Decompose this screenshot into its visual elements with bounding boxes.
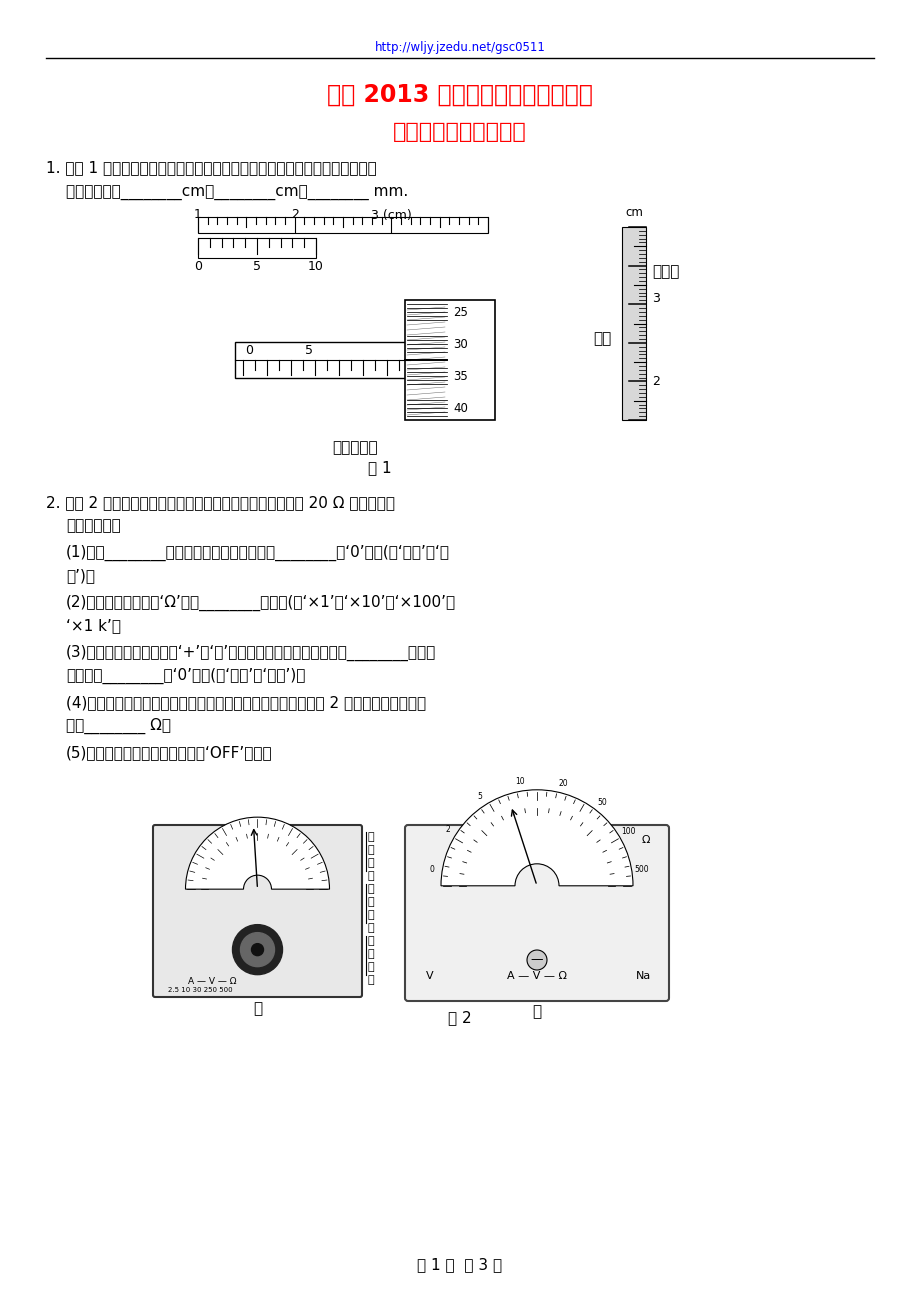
Text: 5: 5 <box>253 259 261 272</box>
Text: 0: 0 <box>429 865 435 874</box>
Text: 35: 35 <box>452 370 467 383</box>
Text: 50: 50 <box>596 798 607 806</box>
Text: Na: Na <box>636 971 651 980</box>
Text: 选: 选 <box>368 936 374 947</box>
Text: 甲: 甲 <box>253 1001 262 1017</box>
Text: 2: 2 <box>445 824 449 833</box>
Wedge shape <box>440 790 632 885</box>
Text: 0: 0 <box>194 259 202 272</box>
FancyBboxPatch shape <box>404 825 668 1001</box>
Text: 2.5 10 30 250 500: 2.5 10 30 250 500 <box>167 987 233 993</box>
Text: 丝: 丝 <box>368 871 374 881</box>
Text: 钮: 钮 <box>368 923 374 934</box>
Text: 值为________ Ω．: 值为________ Ω． <box>66 717 171 734</box>
Bar <box>404 299 494 421</box>
Text: 旋: 旋 <box>368 910 374 921</box>
Text: (2)将选择开关旋转到‘Ω’挡的________位置．(填‘×1’、‘×10’、‘×100’或: (2)将选择开关旋转到‘Ω’挡的________位置．(填‘×1’、‘×10’、… <box>66 595 456 611</box>
FancyBboxPatch shape <box>153 825 361 997</box>
Text: 20: 20 <box>558 779 568 788</box>
Text: 关: 关 <box>368 975 374 986</box>
Text: 10: 10 <box>515 776 525 785</box>
Text: 零: 零 <box>368 845 374 855</box>
Text: (1)调节________，使电表指针停在指针对准________的‘0’刻线(填‘电阻’或‘电: (1)调节________，使电表指针停在指针对准________的‘0’刻线(… <box>66 546 449 561</box>
Text: 图 1: 图 1 <box>368 461 391 475</box>
Text: 40: 40 <box>452 401 468 414</box>
Text: 图 2: 图 2 <box>448 1010 471 1026</box>
Text: 第 1 页  共 3 页: 第 1 页 共 3 页 <box>417 1258 502 1272</box>
Text: 测量值分别为________cm、________cm、________ mm.: 测量值分别为________cm、________cm、________ mm. <box>66 185 408 201</box>
Text: 刻度尺: 刻度尺 <box>652 264 678 279</box>
Text: 调: 调 <box>368 884 374 894</box>
Text: 30: 30 <box>452 337 467 350</box>
Text: 10: 10 <box>308 259 323 272</box>
Text: 5: 5 <box>305 344 312 357</box>
Text: A — V — Ω: A — V — Ω <box>188 978 236 987</box>
Text: 流’)．: 流’)． <box>66 569 95 583</box>
Circle shape <box>251 944 263 956</box>
Text: 3 (cm): 3 (cm) <box>370 208 412 221</box>
Circle shape <box>527 950 547 970</box>
Text: 100: 100 <box>620 827 635 836</box>
Text: 河北 2013 年高考二轮复习考点综述: 河北 2013 年高考二轮复习考点综述 <box>327 83 592 107</box>
Text: 5: 5 <box>477 792 482 801</box>
Text: 工件: 工件 <box>592 332 610 346</box>
Text: V: V <box>425 971 434 980</box>
Circle shape <box>240 932 274 966</box>
Bar <box>234 342 410 378</box>
Text: 螺: 螺 <box>368 858 374 868</box>
Text: 指针对准________的‘0’刻线(填‘电阻’或‘电流’)．: 指针对准________的‘0’刻线(填‘电阻’或‘电流’)． <box>66 668 305 684</box>
Text: 择: 择 <box>368 949 374 960</box>
Text: 2: 2 <box>652 375 659 388</box>
Text: 螺旋测微器: 螺旋测微器 <box>332 440 378 456</box>
Text: 基本仪器的读数及使用: 基本仪器的读数及使用 <box>392 122 527 142</box>
Text: 调: 调 <box>368 832 374 842</box>
Text: 2. 如图 2 甲为多用电表的示意图，现用它测量一个阻值约为 20 Ω 的电阻，测: 2. 如图 2 甲为多用电表的示意图，现用它测量一个阻值约为 20 Ω 的电阻，… <box>46 496 394 510</box>
Bar <box>621 227 645 421</box>
Text: (4)将红、黑表笔分别与待测电阻两端相接触，若电表读数如图 2 乙所示，该电阻的阻: (4)将红、黑表笔分别与待测电阻两端相接触，若电表读数如图 2 乙所示，该电阻的… <box>66 695 425 711</box>
Bar <box>198 217 487 233</box>
Text: 零: 零 <box>368 897 374 907</box>
Text: 0: 0 <box>244 344 253 357</box>
Text: 2: 2 <box>290 208 299 221</box>
Circle shape <box>233 924 282 975</box>
Text: http://wljy.jzedu.net/gsc0511: http://wljy.jzedu.net/gsc0511 <box>374 42 545 55</box>
Text: 开: 开 <box>368 962 374 973</box>
Text: 500: 500 <box>634 865 648 874</box>
Text: 1. 如图 1 所示，用游标卡尺和刻度尺和螺旋测微器分别测量三个工件的长度，: 1. 如图 1 所示，用游标卡尺和刻度尺和螺旋测微器分别测量三个工件的长度， <box>46 160 377 176</box>
Text: —: — <box>530 953 542 966</box>
Text: 1: 1 <box>194 208 201 221</box>
Text: 3: 3 <box>652 292 659 305</box>
Text: (5)测量完毕，将选择开关旋转到‘OFF’位置．: (5)测量完毕，将选择开关旋转到‘OFF’位置． <box>66 746 272 760</box>
Text: A — V — Ω: A — V — Ω <box>506 971 566 980</box>
Bar <box>198 238 315 258</box>
Text: 量步骤如下：: 量步骤如下： <box>66 518 120 534</box>
Wedge shape <box>186 818 329 889</box>
Text: (3)将红、黑表笔分别插入‘+’、‘－’插孔，并将两表笔短接，调节________，使表: (3)将红、黑表笔分别插入‘+’、‘－’插孔，并将两表笔短接，调节_______… <box>66 644 436 661</box>
Text: 乙: 乙 <box>532 1005 541 1019</box>
Text: ‘×1 k’）: ‘×1 k’） <box>66 618 121 634</box>
Text: Ω: Ω <box>641 835 650 845</box>
Text: cm: cm <box>624 207 642 220</box>
Text: 25: 25 <box>452 306 468 319</box>
